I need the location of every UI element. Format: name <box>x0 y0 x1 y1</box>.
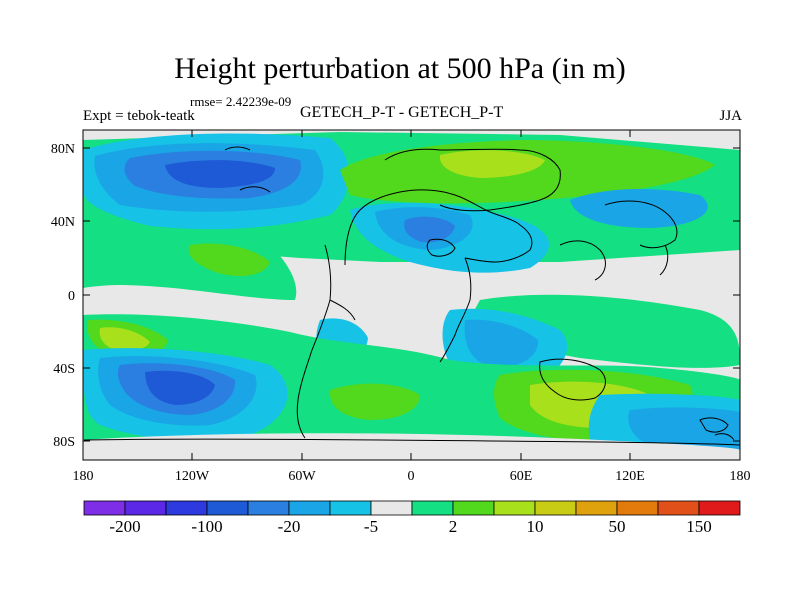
colorbar-swatch <box>329 500 372 516</box>
contour-region <box>99 327 150 351</box>
x-tick-label: 0 <box>408 469 415 484</box>
y-tick-label: 40N <box>51 215 75 230</box>
contour-region <box>464 319 539 368</box>
colorbar-label: -20 <box>278 517 301 536</box>
contour-region <box>83 228 297 300</box>
x-tick-label: 60E <box>510 469 533 484</box>
colorbar-label: -5 <box>364 517 378 536</box>
contour-region <box>329 383 420 420</box>
contour-region <box>83 433 740 460</box>
colorbar-swatch <box>247 500 290 516</box>
x-axis: 180 120W 60W 0 60E 120E 180 <box>73 130 751 484</box>
colorbar-swatch <box>616 500 659 516</box>
y-tick-label: 0 <box>68 289 75 304</box>
colorbar-swatch <box>698 500 741 516</box>
colorbar-swatch <box>206 500 249 516</box>
contour-region <box>165 160 275 188</box>
colorbar-swatch <box>575 500 618 516</box>
colorbar <box>83 500 741 516</box>
chart-title: Height perturbation at 500 hPa (in m) <box>174 52 626 85</box>
colorbar-swatch <box>165 500 208 516</box>
colorbar-label: -200 <box>109 517 140 536</box>
x-tick-label: 120W <box>175 469 210 484</box>
y-tick-label: 80S <box>53 435 75 450</box>
colorbar-swatch <box>124 500 167 516</box>
colorbar-swatch <box>370 500 413 516</box>
colorbar-swatch <box>534 500 577 516</box>
y-tick-label: 40S <box>53 362 75 377</box>
contour-region <box>404 216 455 243</box>
colorbar-swatch <box>493 500 536 516</box>
y-axis: 80N 40N 0 40S 80S <box>51 142 740 450</box>
colorbar-swatch <box>657 500 700 516</box>
contour-region <box>145 370 215 405</box>
x-tick-label: 180 <box>73 469 94 484</box>
contour-region <box>570 188 708 228</box>
colorbar-labels: -200 -100 -20 -5 2 10 50 150 <box>109 517 711 536</box>
x-tick-label: 120E <box>615 469 645 484</box>
colorbar-label: 10 <box>527 517 544 536</box>
x-tick-label: 60W <box>288 469 316 484</box>
x-tick-label: 180 <box>730 469 751 484</box>
colorbar-swatch <box>452 500 495 516</box>
contour-region <box>470 294 740 368</box>
y-tick-label: 80N <box>51 142 75 157</box>
contour-region <box>188 243 270 277</box>
season-label: JJA <box>719 108 742 124</box>
coastlines <box>83 146 740 446</box>
contour-field <box>83 130 740 460</box>
colorbar-label: 150 <box>686 517 712 536</box>
experiment-label: Expt = tebok-teatk <box>83 108 195 124</box>
contour-region <box>439 150 545 178</box>
colorbar-swatch <box>411 500 454 516</box>
colorbar-swatch <box>288 500 331 516</box>
colorbar-swatch <box>83 500 126 516</box>
colorbar-label: -100 <box>191 517 222 536</box>
comparison-label: GETECH_P-T - GETECH_P-T <box>300 104 504 121</box>
rmse-label: rmse= 2.42239e-09 <box>190 94 292 109</box>
colorbar-label: 2 <box>449 517 458 536</box>
colorbar-label: 50 <box>609 517 626 536</box>
